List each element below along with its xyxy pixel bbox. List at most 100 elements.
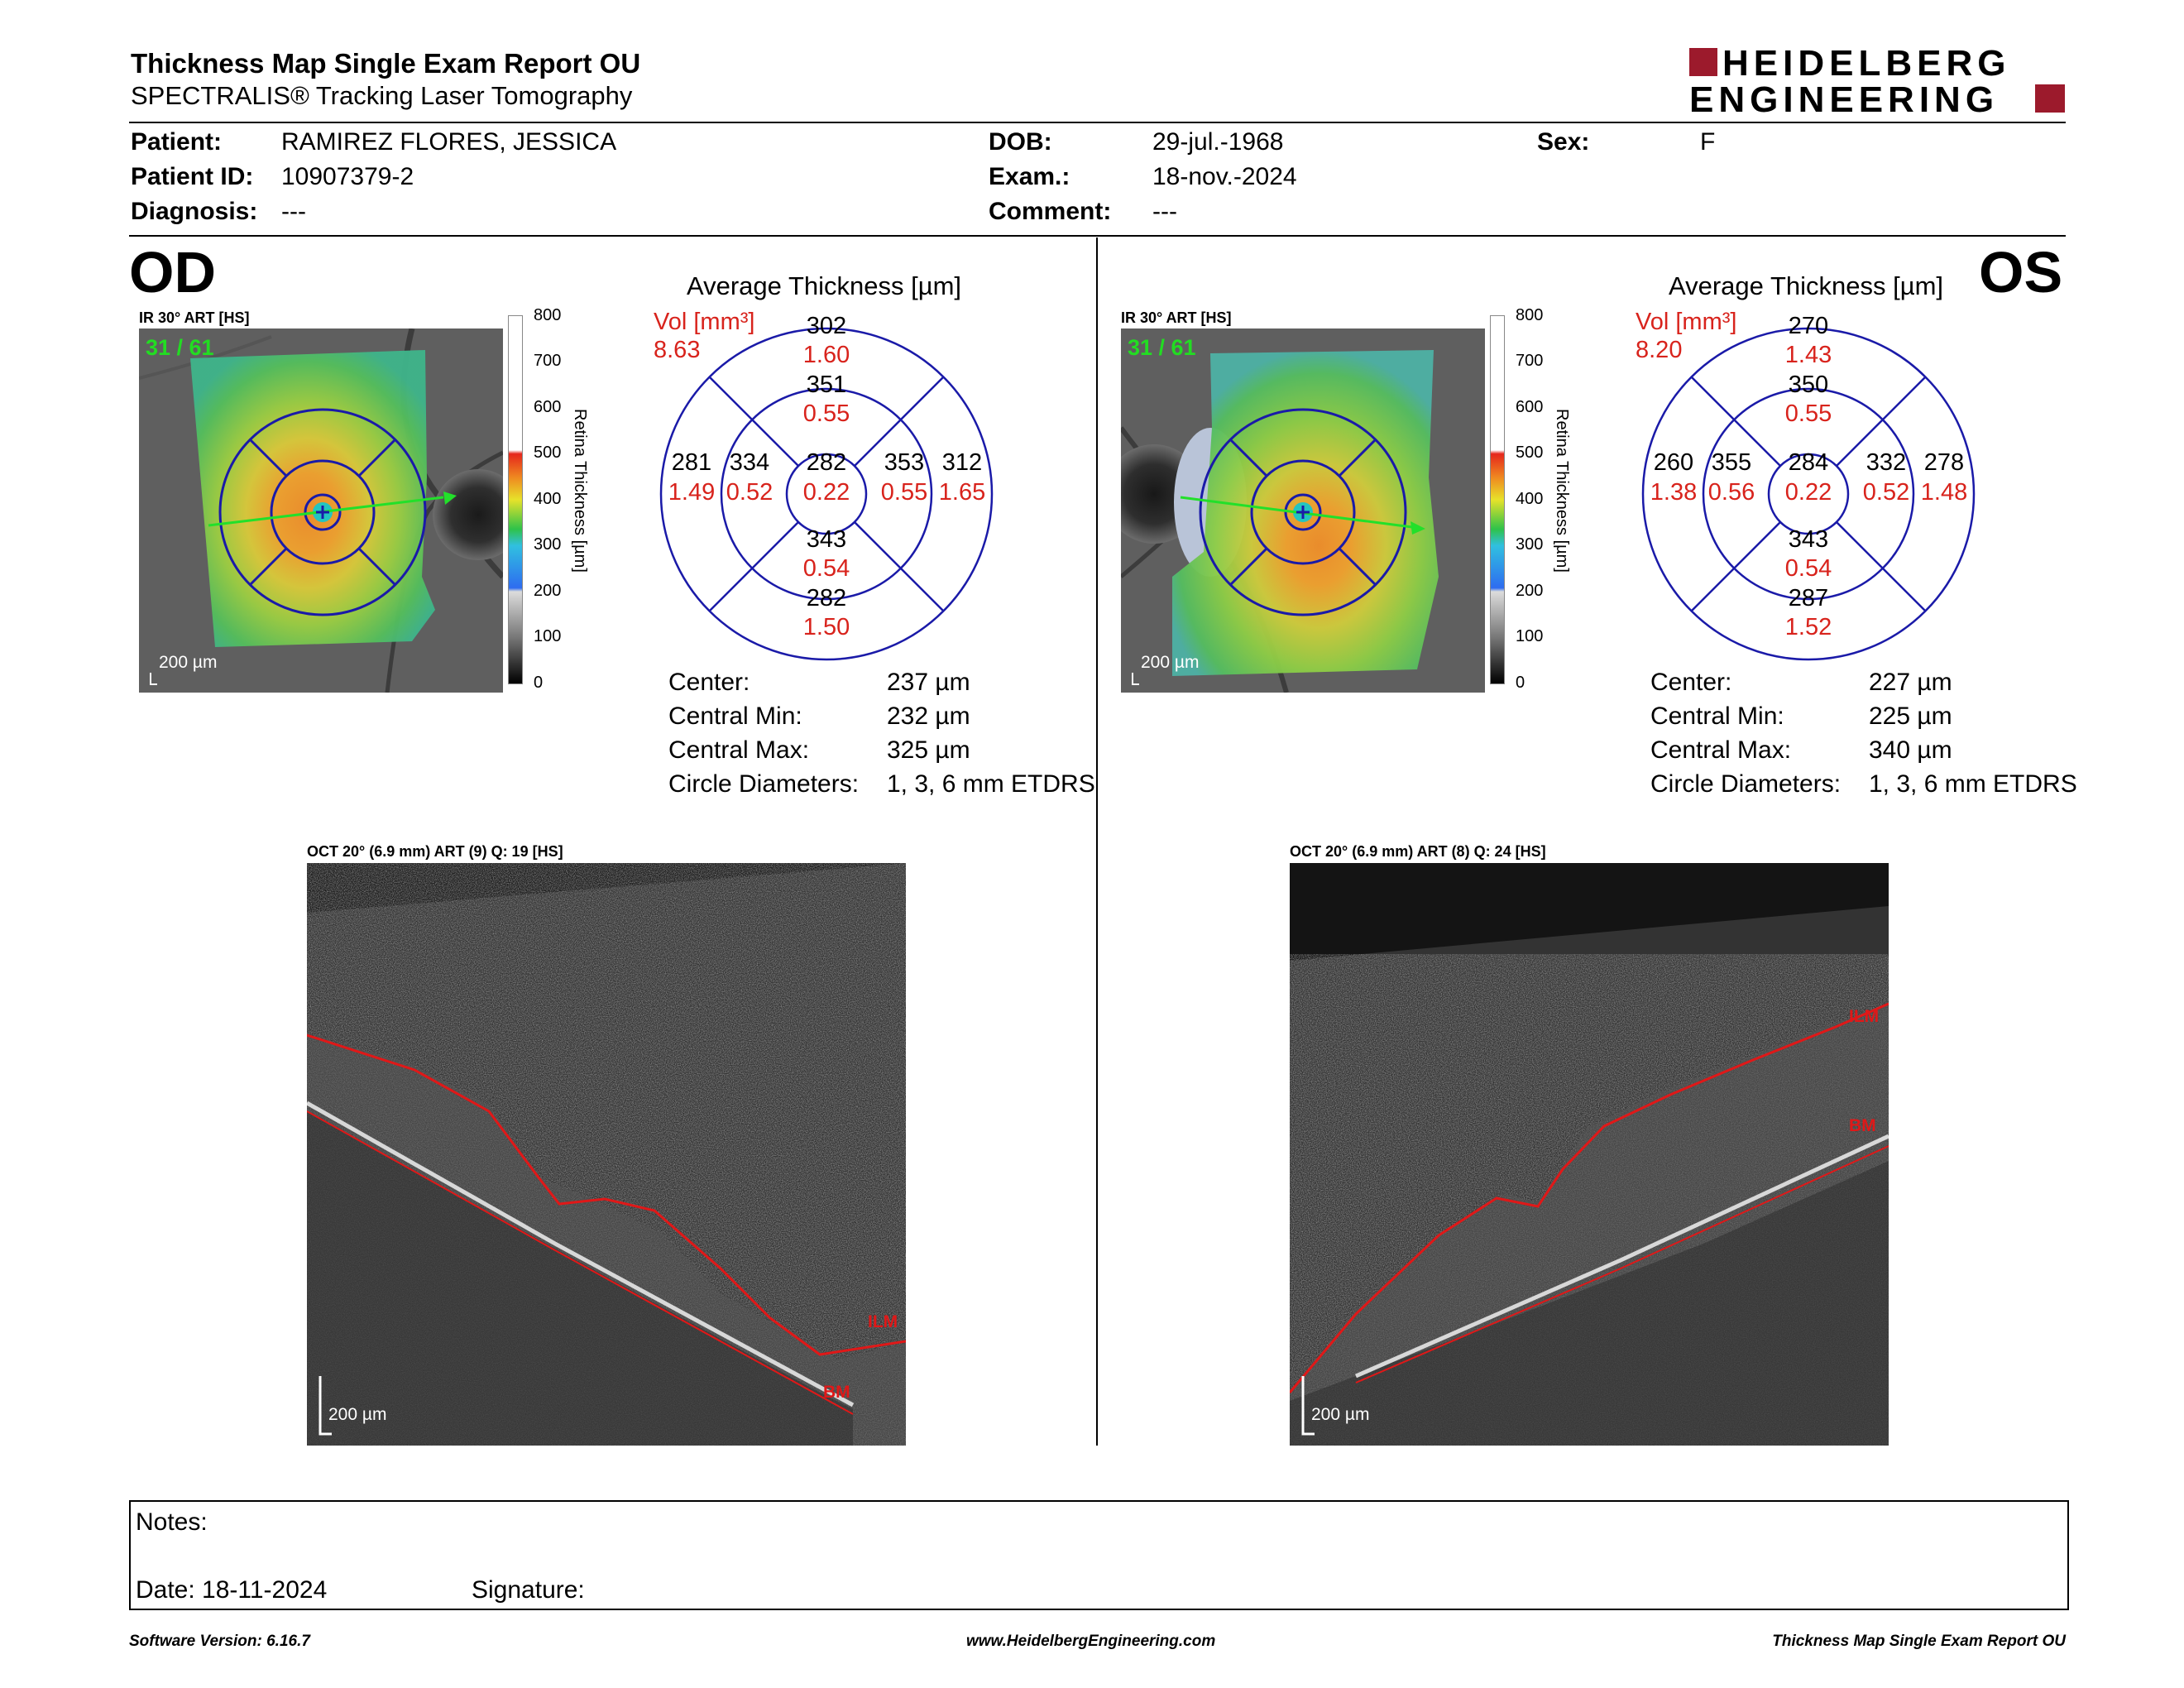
os-inner-left-volume: 0.56 [1707, 479, 1755, 506]
os-colorbar-tick: 100 [1516, 627, 1544, 645]
od-colorbar-tick: 400 [534, 490, 562, 508]
patient-name: RAMIREZ FLORES, JESSICA [281, 128, 617, 156]
od-oct-label: OCT 20° (6.9 mm) ART (9) Q: 19 [HS] [307, 843, 563, 860]
os-vol-label: Vol [mm³] [1636, 309, 1737, 335]
od-inner-right-thickness: 353 [884, 449, 925, 476]
od-colorbar-tick: 300 [534, 535, 562, 554]
od-outer-superior-volume: 1.60 [802, 342, 850, 368]
od-ir-label: IR 30° ART [HS] [139, 309, 250, 326]
od-avg-thickness-title: Average Thickness [µm] [687, 271, 962, 300]
os-colorbar-tick: 600 [1516, 398, 1544, 416]
od-etdrs-grid [659, 327, 994, 661]
od-ir-scale: 200 µm [159, 653, 218, 672]
eye-divider [1096, 237, 1098, 1446]
os-frame-counter: 31 / 61 [1128, 335, 1196, 360]
patient-id-label: Patient ID: [131, 163, 254, 190]
os-inner-superior-volume: 0.55 [1784, 400, 1832, 427]
od-vol-label: Vol [mm³] [654, 309, 755, 335]
od-inner-left-thickness: 334 [729, 449, 770, 476]
os-eye-label: OS [1979, 240, 2063, 305]
patient-id: 10907379-2 [281, 163, 414, 190]
os-inner-right-volume: 0.52 [1862, 479, 1910, 506]
od-inner-left-volume: 0.52 [726, 479, 774, 506]
os-stat-label: Central Min: [1650, 703, 1784, 730]
od-inner-superior-volume: 0.55 [802, 400, 850, 427]
website-link[interactable]: www.HeidelbergEngineering.com [966, 1633, 1216, 1650]
od-outer-inferior-volume: 1.50 [802, 614, 850, 640]
os-colorbar-tick: 0 [1516, 674, 1525, 692]
od-colorbar-tick: 500 [534, 444, 562, 462]
footer-report-name: Thickness Map Single Exam Report OU [1772, 1633, 2066, 1650]
od-stat-label: Circle Diameters: [668, 770, 860, 798]
os-center-volume: 0.22 [1784, 479, 1832, 506]
notes-label: Notes: [136, 1508, 208, 1536]
os-stat-label: Circle Diameters: [1650, 770, 1842, 798]
os-colorbar-tick: 800 [1516, 306, 1544, 324]
os-inner-left-thickness: 355 [1711, 449, 1752, 476]
os-outer-right-volume: 1.48 [1920, 479, 1968, 506]
os-ir-scale: 200 µm [1141, 653, 1200, 672]
os-outer-superior-thickness: 270 [1788, 313, 1829, 339]
od-inner-superior-thickness: 351 [806, 372, 847, 398]
report-title: Thickness Map Single Exam Report OU [131, 48, 641, 79]
os-oct-scale: 200 µm [1311, 1405, 1370, 1424]
header-divider [129, 122, 2066, 123]
os-colorbar [1490, 315, 1505, 684]
os-colorbar-tick: 700 [1516, 352, 1544, 370]
od-stat-value: 237 µm [887, 669, 970, 696]
os-oct-image [1290, 863, 1889, 1446]
os-ilm-label: ILM [1849, 1007, 1880, 1026]
os-outer-superior-volume: 1.43 [1784, 342, 1832, 368]
logo-line-1: HEIDELBERG [1722, 43, 2011, 84]
os-stat-value: 225 µm [1869, 703, 1952, 730]
os-outer-left-thickness: 260 [1653, 449, 1694, 476]
os-inner-right-thickness: 332 [1866, 449, 1907, 476]
date-label: Date: 18-11-2024 [136, 1576, 328, 1604]
os-thickness-map: 31 / 61 200 µm [1121, 328, 1485, 693]
od-vol-value: 8.63 [654, 337, 701, 363]
exam-label: Exam.: [989, 163, 1070, 190]
os-stat-value: 340 µm [1869, 736, 1952, 764]
os-center-thickness: 284 [1788, 449, 1829, 476]
os-outer-left-volume: 1.38 [1650, 479, 1698, 506]
software-version: Software Version: 6.16.7 [129, 1633, 310, 1650]
od-outer-inferior-thickness: 282 [806, 585, 847, 611]
notes-box: Notes: Date: 18-11-2024 Signature: [129, 1500, 2069, 1610]
od-center-volume: 0.22 [802, 479, 850, 506]
logo-line-2: ENGINEERING [1689, 79, 2000, 120]
os-colorbar-tick: 400 [1516, 490, 1544, 508]
os-oct-bscan: ILM BM 200 µm [1290, 863, 1889, 1446]
od-frame-counter: 31 / 61 [146, 335, 214, 360]
od-outer-right-thickness: 312 [941, 449, 983, 476]
os-oct-label: OCT 20° (6.9 mm) ART (8) Q: 24 [HS] [1290, 843, 1546, 860]
od-center-thickness: 282 [806, 449, 847, 476]
od-fundus-image [139, 328, 503, 693]
od-stat-label: Central Max: [668, 736, 810, 764]
comment-label: Comment: [989, 198, 1112, 225]
os-avg-thickness-title: Average Thickness [µm] [1669, 271, 1944, 300]
od-stat-label: Center: [668, 669, 750, 696]
os-outer-right-thickness: 278 [1923, 449, 1965, 476]
od-colorbar-tick: 100 [534, 627, 562, 645]
logo-block-icon-2 [2035, 84, 2065, 113]
diagnosis-label: Diagnosis: [131, 198, 258, 225]
signature-label: Signature: [472, 1576, 585, 1604]
logo-block-icon [1689, 48, 1717, 76]
od-outer-right-volume: 1.65 [938, 479, 986, 506]
patient-label: Patient: [131, 128, 223, 156]
os-colorbar-tick: 200 [1516, 582, 1544, 600]
os-colorbar-tick: 500 [1516, 444, 1544, 462]
od-colorbar-tick: 0 [534, 674, 544, 692]
od-oct-bscan: ILM BM 200 µm [307, 863, 906, 1446]
os-ir-label: IR 30° ART [HS] [1121, 309, 1232, 326]
os-etdrs-grid [1641, 327, 1976, 661]
od-colorbar-title: Retina Thickness [µm] [571, 409, 589, 573]
od-outer-left-thickness: 281 [671, 449, 712, 476]
od-thickness-map: 31 / 61 200 µm [139, 328, 503, 693]
os-stat-label: Central Max: [1650, 736, 1792, 764]
report-subtitle: SPECTRALIS® Tracking Laser Tomography [131, 81, 633, 110]
os-vol-value: 8.20 [1636, 337, 1683, 363]
os-outer-inferior-volume: 1.52 [1784, 614, 1832, 640]
os-inner-inferior-thickness: 343 [1788, 526, 1829, 553]
os-stat-value: 1, 3, 6 mm ETDRS [1869, 770, 2077, 798]
